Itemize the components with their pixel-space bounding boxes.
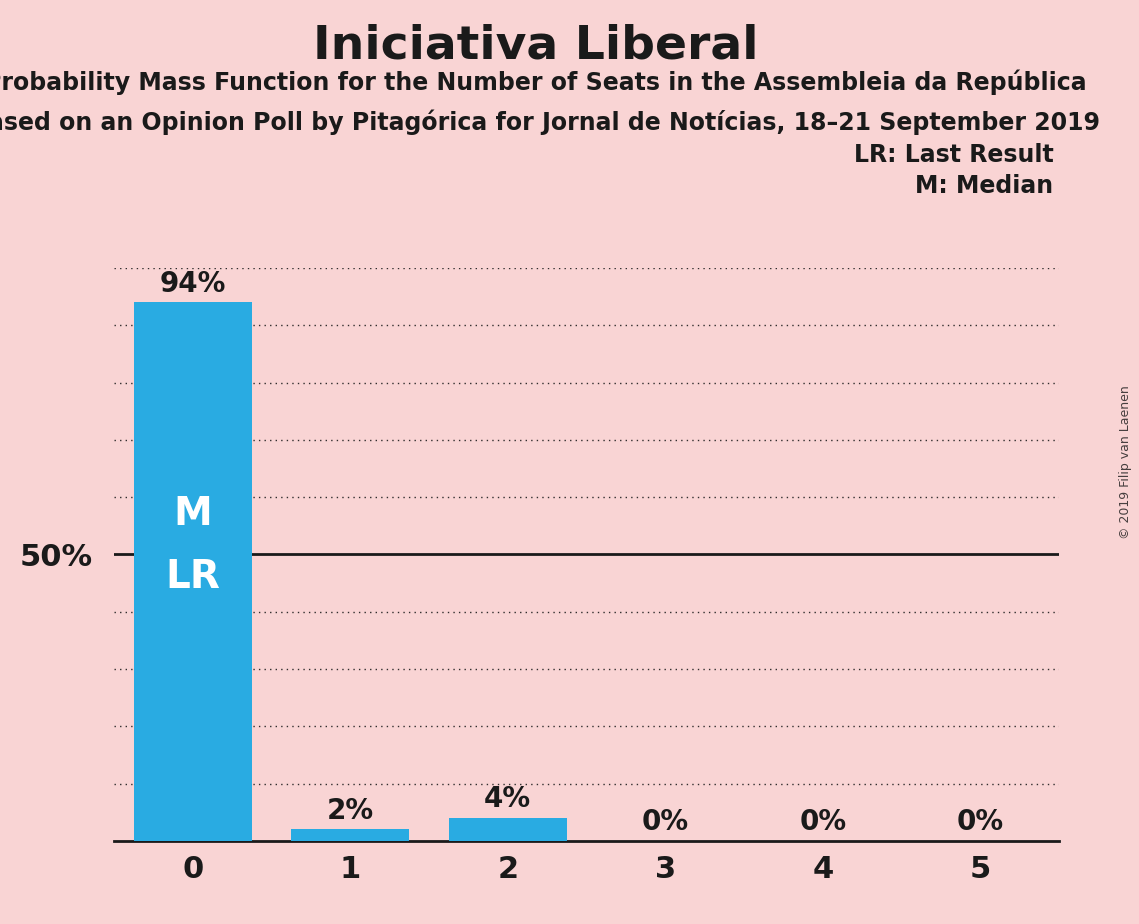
Text: Iniciativa Liberal: Iniciativa Liberal: [312, 23, 759, 68]
Text: 94%: 94%: [159, 270, 226, 298]
Text: LR: Last Result: LR: Last Result: [854, 143, 1054, 167]
Text: 0%: 0%: [641, 808, 689, 836]
Bar: [449, 818, 567, 841]
Text: 0%: 0%: [957, 808, 1005, 836]
Bar: [292, 830, 409, 841]
Text: © 2019 Filip van Laenen: © 2019 Filip van Laenen: [1118, 385, 1132, 539]
Text: 2%: 2%: [327, 796, 374, 825]
Text: Based on an Opinion Poll by Pitagórica for Jornal de Notícias, 18–21 September 2: Based on an Opinion Poll by Pitagórica f…: [0, 109, 1100, 135]
Text: M: M: [173, 495, 212, 533]
Text: M: Median: M: Median: [916, 174, 1054, 198]
Bar: [133, 302, 252, 841]
Text: 0%: 0%: [800, 808, 846, 836]
Text: LR: LR: [165, 558, 220, 596]
Text: Probability Mass Function for the Number of Seats in the Assembleia da República: Probability Mass Function for the Number…: [0, 69, 1087, 95]
Text: 4%: 4%: [484, 785, 532, 813]
